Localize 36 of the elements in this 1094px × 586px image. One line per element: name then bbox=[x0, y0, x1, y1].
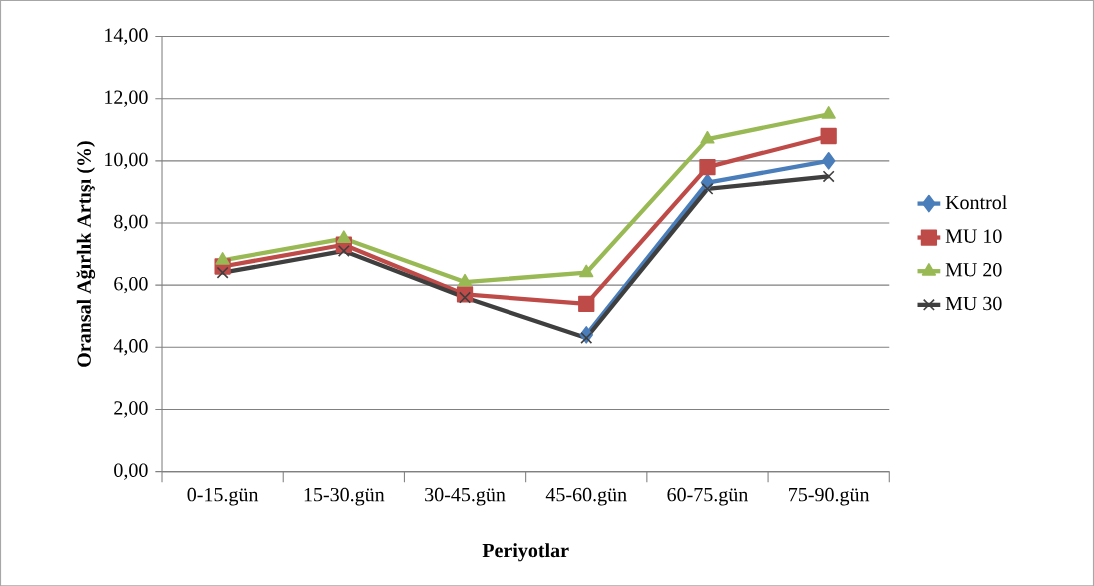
point bbox=[579, 264, 594, 278]
point bbox=[821, 151, 836, 170]
legend-label: MU 20 bbox=[945, 262, 1002, 277]
legend-label: MU 10 bbox=[945, 229, 1002, 243]
point bbox=[821, 105, 836, 119]
y-tick-label: 10,00 bbox=[105, 152, 148, 169]
point bbox=[701, 182, 714, 195]
legend-label: MU 30 bbox=[945, 296, 1002, 311]
y-tick-label: 2,00 bbox=[114, 401, 148, 418]
y-tick-label: 0,00 bbox=[114, 463, 148, 480]
y-tick-label: 4,00 bbox=[113, 338, 148, 356]
y-tick-label: 6,00 bbox=[114, 276, 148, 294]
y-tick-label: 12,00 bbox=[105, 90, 148, 107]
point bbox=[215, 252, 230, 265]
y-axis-title: Oransal Ağırlık Artışı (%) bbox=[76, 141, 96, 367]
point bbox=[699, 158, 716, 176]
legend-label: Kontrol bbox=[945, 195, 1007, 210]
point bbox=[822, 170, 835, 183]
point bbox=[580, 331, 593, 344]
x-tick-label: 15-30.gün bbox=[304, 487, 385, 506]
point bbox=[578, 295, 595, 312]
x-tick-label: 45-60.gün bbox=[545, 487, 627, 506]
point bbox=[337, 244, 350, 257]
x-tick-label: 75-90.gün bbox=[789, 487, 870, 506]
point bbox=[457, 273, 473, 287]
x-tick-label: 30-45.gün bbox=[425, 487, 506, 506]
point bbox=[459, 291, 472, 304]
x-tick-label: 60-75.gün bbox=[667, 487, 749, 506]
point bbox=[700, 130, 715, 144]
y-tick-label: 14,00 bbox=[105, 28, 148, 45]
x-axis-title: Periyotlar bbox=[482, 543, 569, 562]
y-tick-label: 8,00 bbox=[114, 214, 148, 232]
point bbox=[820, 127, 837, 145]
point bbox=[216, 266, 229, 279]
x-tick-label: 0-15.gün bbox=[187, 487, 259, 506]
point bbox=[336, 230, 351, 243]
